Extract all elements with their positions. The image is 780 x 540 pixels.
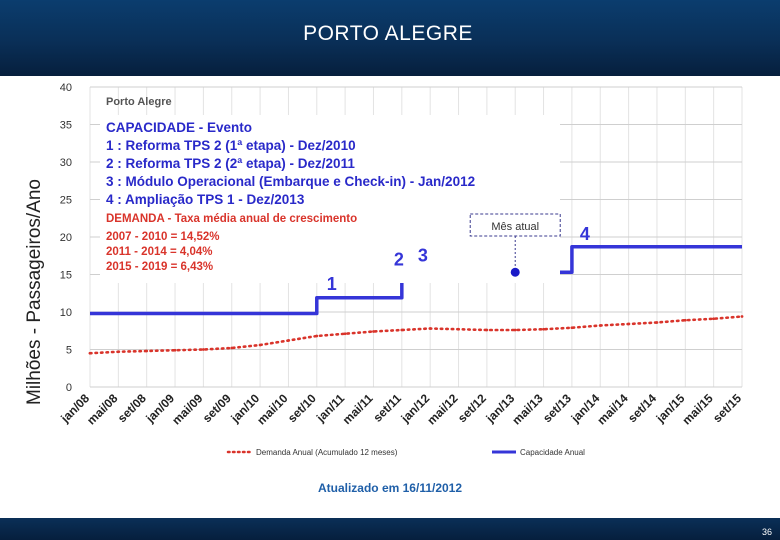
step-marker-1: 1	[327, 274, 337, 294]
updated-note: Atualizado em 16/11/2012	[318, 481, 462, 495]
capacity-event-line: 2 : Reforma TPS 2 (2ª etapa) - Dez/2011	[106, 156, 355, 171]
x-tick-label: mai/12	[424, 391, 461, 428]
x-tick-label: mai/11	[340, 391, 376, 427]
y-tick-label: 5	[66, 345, 72, 357]
y-tick-label: 35	[60, 120, 72, 132]
capacity-event-line: 1 : Reforma TPS 2 (1ª etapa) - Dez/2010	[106, 138, 356, 153]
legend-demand-label: Demanda Anual (Acumulado 12 meses)	[256, 448, 398, 457]
current-month-label: Mês atual	[491, 221, 539, 233]
current-month-dot	[510, 267, 520, 277]
y-tick-label: 0	[66, 382, 72, 394]
y-tick-label: 15	[60, 270, 72, 282]
demand-rate-line: 2011 - 2014 = 4,04%	[106, 246, 212, 258]
demand-point	[258, 343, 262, 347]
demand-point	[513, 328, 517, 332]
x-tick-label: mai/13	[509, 391, 546, 428]
y-tick-label: 10	[60, 307, 72, 319]
x-tick-label: set/08	[115, 391, 149, 425]
series-demand-line	[88, 315, 744, 355]
demand-point	[116, 350, 120, 354]
x-tick-label: set/11	[370, 391, 404, 425]
annotation-box	[100, 115, 560, 283]
demand-point	[145, 349, 149, 353]
slide-footer: 36	[0, 518, 780, 540]
demand-point	[201, 348, 205, 351]
x-tick-label: mai/10	[254, 391, 291, 428]
page-number: 36	[761, 527, 772, 537]
demand-point	[570, 326, 574, 330]
x-tick-label: mai/14	[594, 391, 631, 428]
x-tick-label: set/10	[285, 391, 319, 425]
slide-title: PORTO ALEGRE	[303, 22, 473, 45]
demand-title: DEMANDA - Taxa média anual de cresciment…	[106, 213, 357, 225]
demand-point	[712, 317, 716, 321]
step-marker-4: 4	[580, 224, 590, 244]
x-tick-label: set/13	[540, 391, 574, 425]
demand-point	[598, 324, 602, 327]
demand-point	[627, 322, 631, 326]
capacity-title: CAPACIDADE - Evento	[106, 120, 252, 135]
demand-point	[485, 328, 489, 332]
y-tick-label: 30	[60, 157, 72, 169]
demand-point	[542, 327, 545, 331]
demand-point	[315, 334, 319, 338]
series-capacity-line	[90, 245, 742, 316]
demand-point	[428, 327, 432, 330]
chart-area: 0 5 10 15 20 25 30 35 40 jan/08 mai/08 set/08 jan/0…	[0, 76, 780, 518]
chart-title: Porto Alegre	[106, 96, 172, 108]
x-tick-label: set/14	[625, 391, 659, 425]
demand-point	[372, 330, 375, 333]
demand-point	[683, 318, 687, 322]
step-marker-3: 3	[418, 245, 428, 265]
step-marker-2: 2	[394, 249, 404, 269]
demand-point	[655, 321, 659, 324]
demand-point	[230, 346, 234, 350]
legend-capacity-label: Capacidade Anual	[520, 448, 585, 457]
slide-header: PORTO ALEGRE	[0, 0, 780, 76]
y-tick-label: 20	[60, 232, 72, 244]
x-tick-label: mai/09	[169, 391, 206, 428]
demand-point	[88, 351, 92, 355]
y-tick-label: 40	[60, 82, 72, 94]
x-tick-label: mai/08	[84, 391, 121, 428]
y-tick-label: 25	[60, 195, 72, 207]
demand-point	[343, 332, 347, 336]
demand-rate-line: 2015 - 2019 = 6,43%	[106, 261, 213, 273]
demand-rate-line: 2007 - 2010 = 14,52%	[106, 231, 220, 243]
x-tick-label: set/15	[710, 391, 744, 425]
demand-point	[740, 315, 744, 318]
demand-point	[400, 328, 404, 332]
demand-point	[457, 327, 460, 331]
capacity-event-line: 3 : Módulo Operacional (Embarque e Check…	[106, 174, 475, 189]
x-tick-label: set/12	[455, 391, 489, 425]
capacity-event-line: 4 : Ampliação TPS 1 - Dez/2013	[106, 192, 305, 207]
x-tick-label: set/09	[200, 391, 234, 425]
x-tick-label: mai/15	[679, 391, 716, 428]
y-axis-label: Milhões - Passageiros/Ano	[24, 179, 45, 405]
demand-point	[173, 348, 177, 352]
demand-point	[287, 339, 290, 342]
